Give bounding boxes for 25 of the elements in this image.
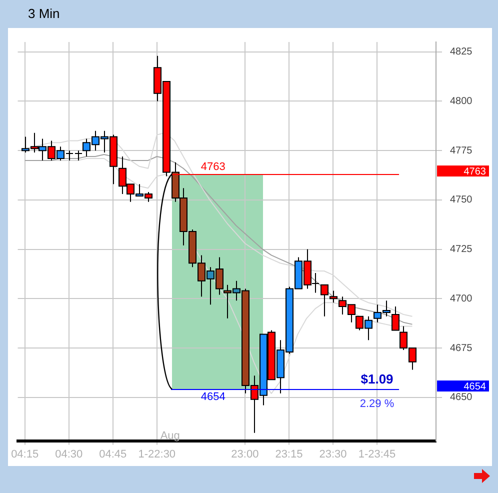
x-tick-label: 1-22:30 bbox=[138, 448, 176, 460]
y-tick-label: 4800 bbox=[450, 96, 473, 107]
text: 4654 bbox=[464, 381, 486, 392]
x-tick-label: 23:15 bbox=[275, 448, 303, 460]
annotation: $1.09 bbox=[360, 372, 394, 387]
y-tick-label: 4775 bbox=[450, 145, 473, 156]
x-tick-label: 23:30 bbox=[319, 448, 347, 460]
ref-line-label: 4654 bbox=[200, 391, 226, 404]
x-tick-label: 04:15 bbox=[11, 448, 39, 460]
ref-line-label: 4763 bbox=[200, 161, 226, 174]
y-tick-label: 4650 bbox=[450, 392, 473, 404]
y-tick-label: 4700 bbox=[450, 293, 473, 304]
x-tick-label: 04:45 bbox=[99, 448, 127, 460]
y-tick-label: 4825 bbox=[450, 46, 473, 58]
y-tick-label: 4675 bbox=[450, 342, 473, 354]
x-tick-label: 1-23:45 bbox=[358, 448, 396, 460]
x-tick-label: 23:00 bbox=[231, 448, 259, 460]
candlestick bbox=[74, 150, 82, 161]
annotation: 2.29 % bbox=[360, 398, 394, 410]
y-tick-label: 4750 bbox=[450, 194, 473, 206]
x-tick-label: 04:30 bbox=[55, 448, 83, 460]
y-tick-label: 4725 bbox=[450, 244, 473, 256]
text: 4763 bbox=[464, 166, 486, 178]
chart-title: 3 Min bbox=[28, 6, 60, 21]
annotation: Aug bbox=[160, 430, 180, 442]
